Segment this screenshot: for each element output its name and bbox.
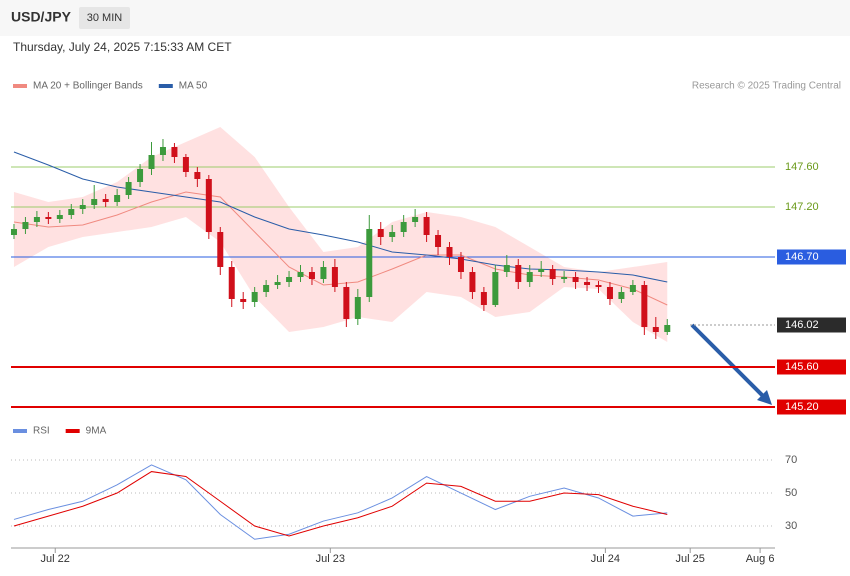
level-label: 146.70 [785, 251, 819, 263]
candle-body [137, 169, 144, 182]
level-box [777, 317, 846, 333]
legend-label: MA 20 + Bollinger Bands [33, 81, 143, 92]
candle-body [377, 229, 384, 237]
candle-body [286, 277, 293, 282]
candle-body [91, 199, 98, 205]
candle-body [572, 277, 579, 282]
candle-body [606, 287, 613, 299]
y-tick-label: 50 [785, 487, 797, 499]
candle-body [503, 265, 510, 272]
x-tick-label: Jul 24 [591, 553, 620, 565]
arrow-head [757, 390, 772, 405]
candle-body [205, 179, 212, 232]
candle-body [217, 232, 224, 267]
legend-swatch [65, 429, 80, 433]
bollinger-band [13, 127, 668, 342]
candle-body [33, 217, 40, 222]
level-label: 146.02 [785, 319, 819, 331]
top-bar [0, 0, 850, 36]
legend-swatch [13, 84, 27, 88]
legend-label: MA 50 [179, 81, 208, 92]
legend-label: RSI [33, 426, 50, 437]
candle-body [251, 292, 258, 302]
candle-body [641, 285, 648, 327]
candle-body [240, 299, 247, 302]
candle-body [320, 267, 327, 279]
candle-body [171, 147, 178, 157]
candle-body [148, 155, 155, 169]
candle-body [159, 147, 166, 155]
legend-swatch [13, 429, 27, 433]
legend-swatch [158, 84, 173, 88]
forecast-arrow [690, 323, 768, 401]
candle-body [274, 282, 281, 285]
interval-badge[interactable] [79, 7, 130, 29]
candle-body [480, 292, 487, 305]
candle-body [538, 269, 545, 272]
candle-body [412, 217, 419, 222]
candle-body [114, 195, 121, 202]
candle-body [308, 272, 315, 279]
candle-body [561, 277, 568, 279]
candle-body [584, 282, 591, 285]
candle-body [45, 217, 52, 219]
candle-body [446, 247, 453, 257]
candle-body [22, 222, 29, 229]
candle-body [343, 287, 350, 319]
candle-body [629, 285, 636, 292]
level-label: 145.60 [785, 361, 819, 373]
level-label: 147.60 [785, 161, 819, 173]
candle-body [366, 229, 373, 297]
candle-body [68, 209, 75, 215]
candle-body [331, 267, 338, 287]
x-tick-label: Jul 23 [316, 553, 345, 565]
level-box [777, 399, 846, 415]
level-label: 147.20 [785, 201, 819, 213]
level-box [777, 249, 846, 265]
candle-body [389, 232, 396, 237]
indicator-line [13, 191, 668, 306]
candle-body [515, 265, 522, 282]
candle-body [423, 217, 430, 235]
legend-label: 9MA [86, 426, 107, 437]
symbol: USD/JPY [11, 9, 72, 25]
candle-body [549, 269, 556, 279]
candle-body [664, 325, 671, 332]
timestamp: Thursday, July 24, 2025 7:15:33 AM CET [13, 40, 232, 54]
candle-body [228, 267, 235, 299]
y-tick-label: 30 [785, 520, 797, 532]
candle-body [618, 292, 625, 299]
candle-body [102, 199, 109, 202]
candle-body [10, 229, 17, 235]
candle-body [56, 215, 63, 219]
credit: Research © 2025 Trading Central [692, 81, 841, 92]
candle-body [595, 285, 602, 287]
candle-body [400, 222, 407, 232]
candle-body [435, 235, 442, 247]
candle-body [469, 272, 476, 292]
x-tick-label: Jul 25 [676, 553, 705, 565]
candle-body [194, 172, 201, 179]
level-box [777, 359, 846, 375]
candle-body [652, 327, 659, 332]
y-tick-label: 70 [785, 454, 797, 466]
candle-body [182, 157, 189, 172]
candle-body [79, 205, 86, 209]
rsi-line [13, 471, 668, 537]
candle-body [526, 272, 533, 282]
candle-body [457, 257, 464, 272]
x-tick-label: Aug 6 [746, 553, 775, 565]
x-tick-label: Jul 22 [41, 553, 70, 565]
indicator-line [13, 151, 668, 283]
rsi-line [13, 464, 668, 540]
candle-body [263, 285, 270, 292]
level-label: 145.20 [785, 401, 819, 413]
candle-body [354, 297, 361, 319]
candle-body [492, 272, 499, 305]
candle-body [125, 182, 132, 195]
candle-body [297, 272, 304, 277]
interval: 30 MIN [87, 12, 123, 24]
